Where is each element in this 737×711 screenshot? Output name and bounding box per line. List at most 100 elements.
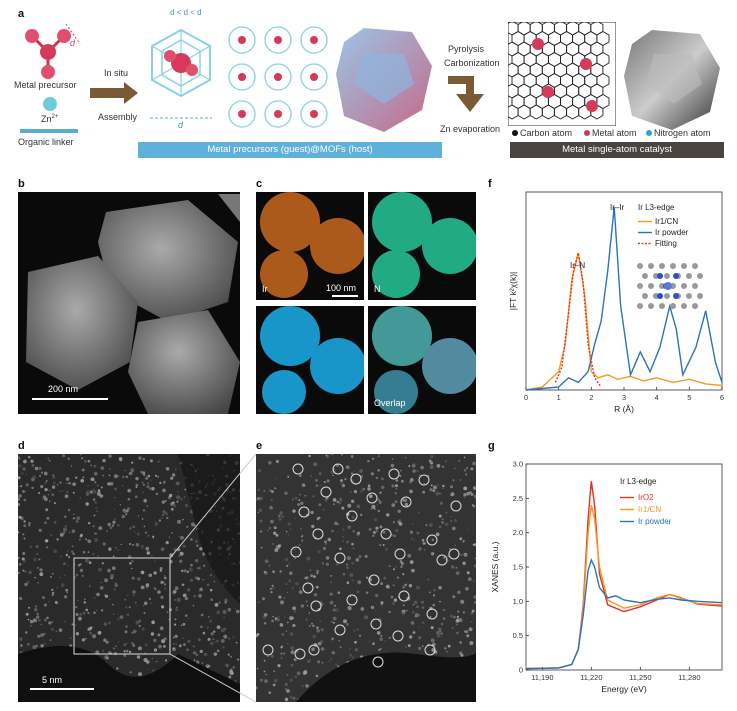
organic-linker-bar — [20, 129, 78, 133]
eds-n-map: N — [368, 192, 476, 300]
single-atom-marker — [424, 644, 436, 656]
x-tick-label: 5 — [687, 393, 691, 402]
eds-c-map — [256, 306, 364, 414]
pyrolysis-label: Pyrolysis — [448, 44, 485, 54]
sac-banner: Metal single-atom catalyst — [510, 142, 724, 158]
edge-label: Ir L3-edge — [620, 477, 657, 486]
y-tick-label: 2.0 — [513, 528, 523, 537]
single-atom-marker — [292, 463, 304, 475]
single-atom-marker — [370, 618, 382, 630]
dc-label: d — [178, 120, 184, 130]
single-atom-marker — [334, 552, 346, 564]
sem-image: 200 nm — [18, 192, 240, 414]
single-atom-marker — [346, 594, 358, 606]
single-atom-marker — [372, 656, 384, 668]
mof-framework-lattice — [228, 26, 328, 128]
single-atom-marker — [418, 474, 430, 486]
single-atom-marker — [426, 608, 438, 620]
x-tick-label: 6 — [720, 393, 724, 402]
single-atom-marker — [450, 500, 462, 512]
legend-entry: Ir powder — [655, 228, 689, 237]
mof-cage-closeup — [150, 28, 212, 119]
x-tick-label: 2 — [589, 393, 593, 402]
sac-polyhedron — [624, 30, 720, 130]
eds-overlap-map: Overlap — [368, 306, 476, 414]
annotation-ir-ir: Ir–Ir — [610, 203, 625, 212]
panel-e-label: e — [256, 440, 263, 452]
y-axis-label: |FT k²χ(k)| — [508, 272, 518, 310]
y-tick-label: 0.5 — [513, 631, 523, 640]
x-tick-label: 1 — [557, 393, 561, 402]
single-atom-marker — [366, 492, 378, 504]
zn-ion — [43, 97, 57, 111]
sem-scale-label: 200 nm — [48, 384, 79, 394]
single-atom-marker — [302, 582, 314, 594]
single-atom-marker — [262, 644, 274, 656]
haadf-zoom-image — [256, 454, 476, 702]
legend-entry: Ir1/CN — [655, 217, 678, 226]
single-atom-marker — [426, 534, 438, 546]
eds-scale-bar — [332, 295, 358, 297]
metal-precursor-molecule — [25, 23, 81, 79]
stem-scale-label: 5 nm — [42, 675, 63, 685]
assembly-label: Assembly — [98, 112, 138, 122]
stem-scale-bar — [30, 688, 94, 690]
single-atom-marker — [298, 506, 310, 518]
edge-label: Ir L3-edge — [638, 203, 675, 212]
haadf-stem-image: 5 nm — [18, 454, 240, 702]
ir-cn-structure-inset — [637, 263, 703, 309]
single-atom-marker — [436, 554, 448, 566]
chart-g-xanes: 11,190 11,220 11,250 11,280 0 0.5 1.0 1.5 2.0 2.5… — [490, 460, 723, 694]
single-atom-marker — [308, 644, 320, 656]
chart-f-exafs: 0 1 2 3 4 5 6 R (Å) |FT k²χ(k)| Ir–Ir Ir–N Ir L3-ed… — [508, 191, 724, 414]
single-atom-marker — [312, 528, 324, 540]
y-tick-label: 0 — [519, 666, 523, 675]
legend-entry: IrO2 — [638, 493, 654, 502]
zoom-connector-lines — [170, 454, 257, 702]
metal-precursor-label: Metal precursor — [14, 80, 77, 90]
eds-overlap-label: Overlap — [374, 398, 406, 408]
single-atom-marker — [346, 510, 358, 522]
single-atom-marker — [310, 600, 322, 612]
single-atom-marker — [398, 590, 410, 602]
eds-ir-map: Ir — [256, 192, 364, 300]
legend-entry: Fitting — [655, 239, 677, 248]
panel-f-label: f — [488, 178, 492, 190]
zn-label: Zn2+ — [41, 114, 59, 124]
y-tick-label: 3.0 — [513, 460, 523, 469]
single-atom-marker — [334, 624, 346, 636]
in-situ-label: In situ — [104, 68, 129, 78]
y-tick-label: 1.0 — [513, 597, 523, 606]
mof-crystal-polyhedron — [336, 28, 432, 132]
carbon-lattice-sac — [508, 22, 616, 126]
x-tick-label: 11,220 — [580, 673, 602, 682]
x-axis-label: R (Å) — [614, 404, 634, 414]
series-line-ir-powder — [525, 207, 723, 391]
x-tick-label: 3 — [622, 393, 626, 402]
sem-scale-bar — [32, 398, 108, 400]
legend-nitrogen: Nitrogen atom — [646, 128, 711, 138]
single-atom-marker — [320, 486, 332, 498]
y-tick-label: 2.5 — [513, 494, 523, 503]
panel-g-label: g — [488, 440, 495, 452]
legend-metal: Metal atom — [584, 128, 637, 138]
legend-entry: Ir1/CN — [638, 505, 661, 514]
legend-carbon: Carbon atom — [512, 128, 572, 138]
arrow-right-icon — [90, 82, 138, 104]
single-atom-marker — [350, 473, 362, 485]
single-atom-marker — [368, 574, 380, 586]
single-atom-marker — [332, 463, 344, 475]
panel-b-label: b — [18, 178, 25, 190]
x-axis-label: Energy (eV) — [601, 684, 647, 694]
series-line-ir-powder — [525, 558, 723, 670]
panel-a-label: a — [18, 8, 25, 20]
single-atom-marker — [290, 546, 302, 558]
zn-evaporation-label: Zn evaporation — [440, 124, 501, 134]
x-tick-label: 11,280 — [678, 673, 700, 682]
single-atom-marker — [380, 528, 392, 540]
panel-c-label: c — [256, 178, 263, 190]
x-tick-label: 11,190 — [531, 673, 553, 682]
carbonization-label: Carbonization — [444, 58, 500, 68]
single-atom-marker — [448, 548, 460, 560]
single-atom-marker — [388, 468, 400, 480]
